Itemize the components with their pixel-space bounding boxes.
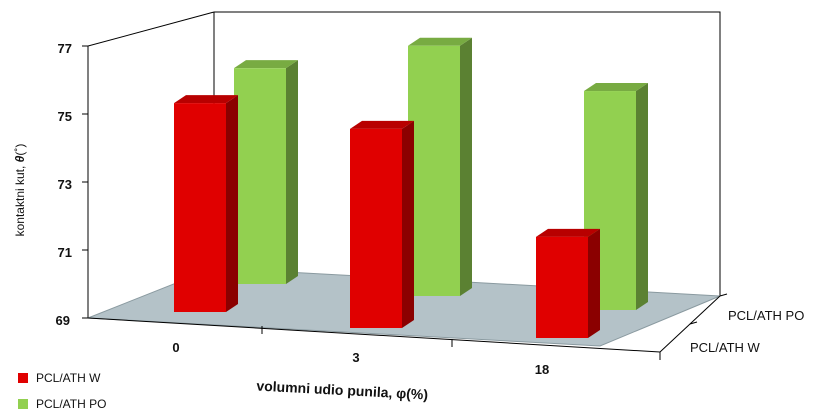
bar-top [408, 37, 472, 46]
legend-swatch [18, 399, 28, 409]
bar-side [588, 228, 600, 338]
y-axis-title: kontaktni kut, θ(˚) [13, 144, 27, 237]
bar [536, 236, 588, 338]
y-tick-label: 71 [58, 245, 72, 260]
bar-top [584, 83, 648, 92]
depth-axis: PCL/ATH PO PCL/ATH W [690, 308, 804, 355]
y-axis: 69 71 73 75 77 kontaktni kut, θ(˚) [13, 41, 72, 328]
bar-side [226, 95, 238, 312]
y-tick-label: 69 [56, 313, 70, 328]
bar-side [460, 37, 472, 296]
bar-top [536, 228, 600, 237]
legend-label: PCL/ATH PO [36, 397, 107, 411]
legend: PCL/ATH W PCL/ATH PO [18, 368, 106, 420]
legend-swatch [18, 373, 28, 383]
x-axis: 0 3 18 volumni udio punila, φ(%) [172, 340, 549, 402]
legend-item: PCL/ATH PO [18, 394, 106, 414]
depth-label: PCL/ATH PO [728, 308, 804, 323]
bar [408, 45, 460, 297]
depth-tick [719, 293, 728, 297]
x-tick-label: 0 [172, 340, 179, 355]
y-tick-label: 77 [58, 41, 72, 56]
bars [174, 37, 648, 338]
bar-top [234, 60, 298, 69]
x-tick-label: 18 [535, 362, 549, 377]
x-tick-label: 3 [352, 350, 359, 365]
bar-top [174, 95, 238, 104]
x-axis-title: volumni udio punila, φ(%) [256, 378, 428, 403]
legend-item: PCL/ATH W [18, 368, 106, 388]
y-tick-label: 75 [58, 109, 72, 124]
bar [174, 103, 226, 312]
depth-tick [689, 321, 698, 325]
bar-side [636, 83, 648, 310]
bar-top [350, 120, 414, 129]
depth-label: PCL/ATH W [690, 340, 761, 355]
y-tick-label: 73 [58, 177, 72, 192]
x-axis-line [87, 317, 661, 353]
bar-side [402, 120, 414, 329]
legend-label: PCL/ATH W [36, 371, 101, 385]
back-wall-edge [214, 11, 721, 296]
bar-side [286, 60, 298, 284]
bar [234, 68, 286, 284]
bar [350, 128, 402, 328]
